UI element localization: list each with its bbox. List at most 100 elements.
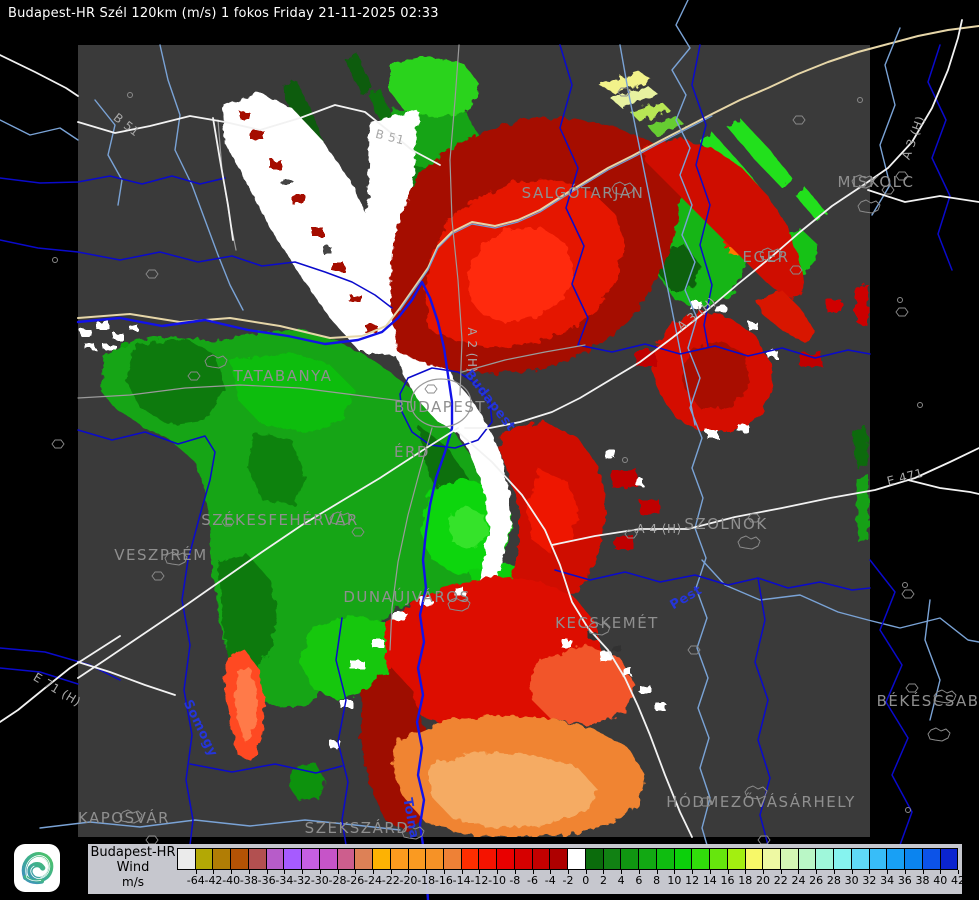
scale-cell	[460, 848, 480, 870]
scale-cell	[230, 848, 249, 870]
scale-tick	[656, 870, 658, 874]
scale-value: -20	[399, 874, 418, 887]
scale-value: 32	[862, 874, 877, 887]
scale-value: -2	[562, 874, 574, 887]
color-scale-bar	[177, 848, 959, 870]
scale-tick	[674, 870, 676, 874]
scale-cell	[939, 848, 959, 870]
scale-tick	[319, 870, 321, 874]
scale-tick	[780, 870, 782, 874]
legend-unit: m/s	[122, 875, 144, 889]
scale-tick	[550, 870, 552, 874]
scale-tick	[337, 870, 339, 874]
scale-cell	[513, 848, 533, 870]
scale-tick	[213, 870, 215, 874]
scale-cell	[177, 848, 196, 870]
scale-value: -64	[186, 874, 205, 887]
scale-value: 36	[897, 874, 912, 887]
city-label: VESZPRÉM	[114, 545, 207, 564]
scale-cell	[389, 848, 409, 870]
scale-tick	[692, 870, 694, 874]
scale-cell	[921, 848, 941, 870]
scale-tick	[816, 870, 818, 874]
city-label: DUNAÚJVÁROS	[343, 587, 470, 606]
scale-cell	[478, 848, 498, 870]
scale-value: 26	[809, 874, 824, 887]
road-label: E 71 (H)	[31, 670, 84, 709]
scale-tick	[284, 870, 286, 874]
scale-cell	[779, 848, 799, 870]
major-road	[0, 19, 979, 838]
scale-value: -38	[239, 874, 258, 887]
danube-river	[76, 280, 454, 900]
scale-cell	[850, 848, 870, 870]
scale-value: -22	[381, 874, 400, 887]
road-label: A 4 (H)	[636, 522, 681, 536]
city-label: TATABANYA	[233, 367, 333, 385]
scale-cell	[726, 848, 746, 870]
scale-value: 30	[844, 874, 859, 887]
scale-value: 18	[738, 874, 753, 887]
scale-value: 24	[791, 874, 806, 887]
scale-cell	[886, 848, 906, 870]
scale-tick	[958, 870, 959, 874]
scale-tick	[479, 870, 481, 874]
scale-value: 34	[880, 874, 895, 887]
scale-tick	[497, 870, 499, 874]
scale-value: -34	[275, 874, 294, 887]
scale-cell	[372, 848, 391, 870]
scale-cell	[709, 848, 728, 870]
scale-value: 14	[702, 874, 717, 887]
river	[0, 0, 979, 846]
scale-value: 20	[756, 874, 770, 887]
scale-value: 12	[685, 874, 700, 887]
scale-cell	[904, 848, 923, 870]
scale-tick	[709, 870, 711, 874]
scale-value: -24	[364, 874, 382, 887]
scale-value: -8	[509, 874, 521, 887]
city-label: BÉKÉSCSABA	[877, 691, 979, 710]
city-label: SZÉKESFEHÉRVÁR	[201, 510, 359, 529]
scale-tick	[266, 870, 268, 874]
scale-cell	[602, 848, 622, 870]
scale-cell	[762, 848, 781, 870]
scale-cell	[815, 848, 835, 870]
scale-cell	[620, 848, 640, 870]
scale-value: 8	[653, 874, 661, 887]
scale-tick	[798, 870, 800, 874]
scale-cell	[531, 848, 551, 870]
scale-value: -18	[417, 874, 436, 887]
scale-tick	[603, 870, 605, 874]
road-label: A 2 (H)	[465, 327, 479, 372]
city-label: ÉRD	[394, 442, 430, 461]
scale-tick	[904, 870, 906, 874]
scale-value: 38	[915, 874, 930, 887]
scale-value: -4	[544, 874, 556, 887]
scale-value: 40	[933, 874, 948, 887]
scale-tick	[408, 870, 410, 874]
scale-value: -28	[328, 874, 347, 887]
scale-tick	[621, 870, 623, 874]
legend-product-name: Wind	[116, 860, 150, 875]
scale-tick	[922, 870, 924, 874]
city-label: HÓDMEZŐVÁSÁRHELY	[666, 791, 855, 811]
scale-cell	[354, 848, 374, 870]
radar-echo-layer	[80, 54, 868, 837]
scale-value: 2	[599, 874, 607, 887]
legend-product-title: Budapest-HR Wind m/s	[88, 845, 178, 890]
scale-value: 10	[667, 874, 682, 887]
scale-tick	[195, 870, 197, 874]
scale-tick	[461, 870, 463, 874]
county-label: Tolna	[399, 797, 421, 840]
road-label: E 471	[885, 466, 924, 488]
scale-tick	[833, 870, 835, 874]
scale-value: 16	[720, 874, 735, 887]
scale-value: -36	[257, 874, 276, 887]
color-scale-legend: Budapest-HR Wind m/s -64 -42 -40 -38 -36 -34-…	[88, 844, 965, 894]
city-labels-layer: SALGÓTARJÁN MISKOLC EGER TATABANYA BUDAPEST É…	[78, 173, 979, 837]
county-border	[0, 44, 953, 846]
scale-cell	[744, 848, 764, 870]
scale-tick	[302, 870, 304, 874]
scale-tick	[568, 870, 569, 874]
